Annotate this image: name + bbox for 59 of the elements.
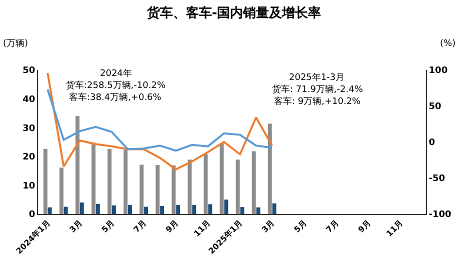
x-tick-label: 9月	[356, 218, 373, 234]
bar	[192, 205, 196, 214]
bar	[43, 148, 48, 214]
y2-axis-title: (%)	[440, 39, 456, 49]
y-tick-label: 30	[22, 124, 36, 134]
annotation: 2024年	[100, 68, 132, 79]
bar	[128, 205, 132, 214]
x-tick-label: 11月	[384, 218, 405, 238]
bar	[188, 160, 192, 214]
y2-tick-label: 0	[428, 138, 436, 148]
bar	[208, 204, 212, 214]
y2-tick-label: -50	[428, 174, 446, 184]
x-tick-label: 7月	[132, 218, 148, 234]
bar	[272, 203, 276, 214]
bar	[236, 160, 240, 214]
annotation: 货车: 71.9万辆,-2.4%	[272, 84, 364, 95]
annotation: 2025年1-3月	[289, 72, 345, 83]
y2-tick-label: 100	[428, 66, 448, 76]
bar	[92, 142, 96, 214]
bar	[144, 206, 148, 214]
y2-tick-label: 50	[428, 102, 442, 112]
bar	[156, 165, 160, 214]
y-axis-title: (万辆)	[3, 38, 28, 49]
chart-title: 货车、客车-国内销量及增长率	[146, 5, 322, 22]
x-tick-label: 11月	[192, 218, 212, 238]
bar	[112, 205, 116, 214]
bar	[80, 202, 84, 214]
x-tick-label: 5月	[292, 218, 308, 234]
bar	[59, 168, 64, 214]
bar	[220, 143, 224, 214]
bar	[96, 204, 100, 214]
annotation: 货车:258.5万辆,-10.2%	[66, 80, 166, 91]
y-tick-label: 0	[28, 210, 36, 220]
line-series	[46, 88, 274, 152]
bar	[160, 206, 164, 214]
annotation: 客车: 9万辆,+10.2%	[274, 96, 362, 107]
bar	[268, 124, 272, 214]
bar	[124, 150, 128, 214]
y2-tick-label: -100	[428, 210, 452, 220]
y-tick-label: 50	[22, 66, 36, 76]
y-tick-label: 20	[22, 152, 36, 163]
x-tick-label: 9月	[164, 218, 180, 234]
bar	[76, 116, 80, 214]
bar	[240, 207, 244, 214]
bar	[108, 148, 112, 214]
bar	[176, 205, 180, 214]
bar	[140, 164, 144, 214]
x-tick-label: 7月	[324, 218, 340, 234]
bar	[48, 207, 52, 214]
x-tick-label: 3月	[260, 218, 276, 234]
bar	[224, 200, 228, 214]
bar	[64, 206, 68, 214]
x-tick-label: 3月	[68, 218, 84, 234]
bar	[172, 165, 176, 214]
y-tick-label: 40	[22, 94, 36, 105]
bar	[252, 151, 256, 214]
annotation: 客车:38.4万辆,+0.6%	[69, 92, 162, 103]
x-tick-label: 5月	[100, 218, 116, 234]
y-tick-label: 10	[22, 181, 36, 192]
